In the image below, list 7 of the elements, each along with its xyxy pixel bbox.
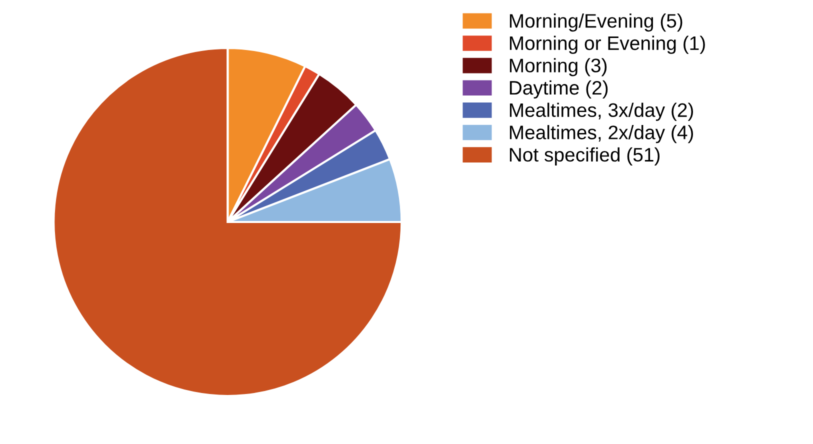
legend-label: Morning/Evening (5) (510, 13, 682, 32)
legend-label: Mealtimes, 2x/day (4) (510, 125, 693, 144)
legend-label: Morning or Evening (1) (510, 36, 705, 54)
legend-label: Not specified (51) (510, 147, 660, 166)
legend-label: Morning (3) (510, 58, 607, 76)
legend-label: Mealtimes, 3x/day (2) (510, 102, 693, 121)
legend-label: Daytime (2) (510, 80, 608, 99)
